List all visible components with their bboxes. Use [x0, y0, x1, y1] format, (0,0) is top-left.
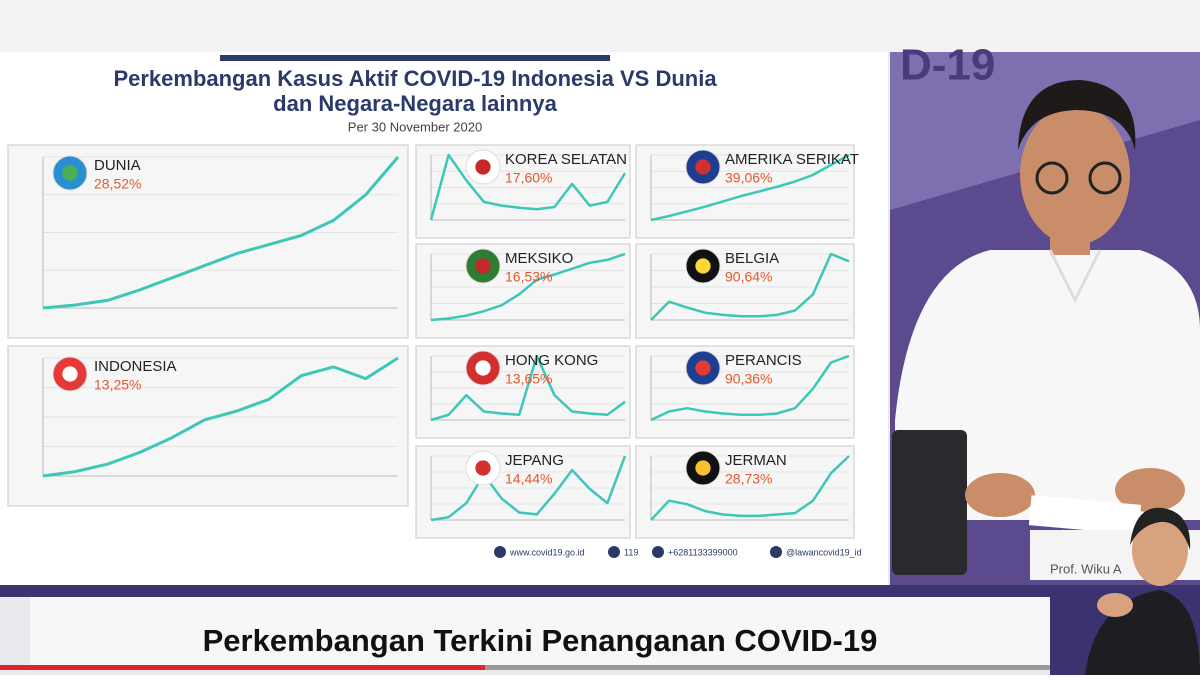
footer-icon [608, 546, 620, 558]
country-name: HONG KONG [505, 352, 598, 369]
progress-bar [0, 665, 485, 670]
banner-text: Perkembangan Terkini Penanganan COVID-19 [203, 623, 878, 658]
chart-panel [635, 345, 855, 439]
flag-icon-detail [62, 366, 78, 382]
banner-top [0, 585, 1200, 597]
country-percent: 16,53% [505, 269, 552, 285]
trend-line [430, 252, 626, 322]
nameplate: Prof. Wiku A [1050, 561, 1122, 576]
country-name: AMERIKA SERIKAT [725, 151, 859, 168]
flag-icon-detail [62, 165, 78, 181]
country-name: KOREA SELATAN [505, 151, 627, 168]
flag-icon-detail [695, 360, 711, 376]
country-name: JEPANG [505, 452, 564, 469]
country-name: INDONESIA [94, 358, 177, 375]
footer-icon [494, 546, 506, 558]
flag-icon-detail [475, 460, 491, 476]
slide-title: dan Negara-Negara lainnya [273, 91, 557, 116]
chart-panel [635, 144, 855, 239]
footer-text: +6281133399000 [668, 547, 738, 557]
flag-icon-detail [475, 258, 491, 274]
footer-text: @lawancovid19_id [786, 547, 862, 557]
flag-icon-detail [475, 360, 491, 376]
flag-icon-detail [475, 159, 491, 175]
country-percent: 90,64% [725, 269, 772, 285]
sign-interpreter [1050, 507, 1200, 675]
progress-track [485, 665, 1200, 670]
country-percent: 13,25% [94, 377, 141, 393]
footer-text: 119 [624, 547, 638, 557]
country-name: DUNIA [94, 157, 141, 174]
country-percent: 17,60% [505, 170, 552, 186]
trend-line [42, 356, 399, 478]
flag-icon-detail [695, 258, 711, 274]
footer-icon [652, 546, 664, 558]
country-name: JERMAN [725, 452, 787, 469]
slide-accent [220, 55, 610, 61]
trend-line [429, 153, 627, 221]
chart-panel [635, 445, 855, 539]
banner [30, 597, 1050, 667]
trend-line [42, 156, 400, 310]
trend-line [650, 354, 850, 422]
footer-icon [770, 546, 782, 558]
backdrop-text: D-19 [900, 41, 995, 90]
country-percent: 28,73% [725, 471, 772, 487]
trend-line [430, 354, 626, 422]
trend-line [650, 455, 850, 521]
panels: DUNIA 28,52% INDONESIA 13,25% KOREA SELATAN 1… [7, 144, 859, 539]
slide-title: Perkembangan Kasus Aktif COVID-19 Indone… [113, 66, 717, 91]
flag-icon-detail [695, 460, 711, 476]
country-name: MEKSIKO [505, 250, 573, 267]
chart-panel [415, 345, 631, 439]
country-percent: 14,44% [505, 471, 552, 487]
trend-line [650, 252, 850, 321]
slide-footer: www.covid19.go.id 119 +6281133399000 @lawan… [494, 546, 862, 558]
country-percent: 39,06% [725, 170, 772, 186]
slide-subtitle: Per 30 November 2020 [348, 119, 482, 134]
chart-panel [635, 243, 855, 339]
trend-line [650, 153, 850, 222]
flag-icon-detail [695, 159, 711, 175]
country-percent: 13,65% [505, 371, 552, 387]
footer-text: www.covid19.go.id [509, 547, 585, 557]
country-percent: 28,52% [94, 176, 141, 192]
presenter [892, 80, 1200, 575]
trend-line [430, 455, 627, 522]
country-name: PERANCIS [725, 352, 802, 369]
country-name: BELGIA [725, 250, 779, 267]
country-percent: 90,36% [725, 371, 772, 387]
top-bar [0, 0, 1200, 52]
